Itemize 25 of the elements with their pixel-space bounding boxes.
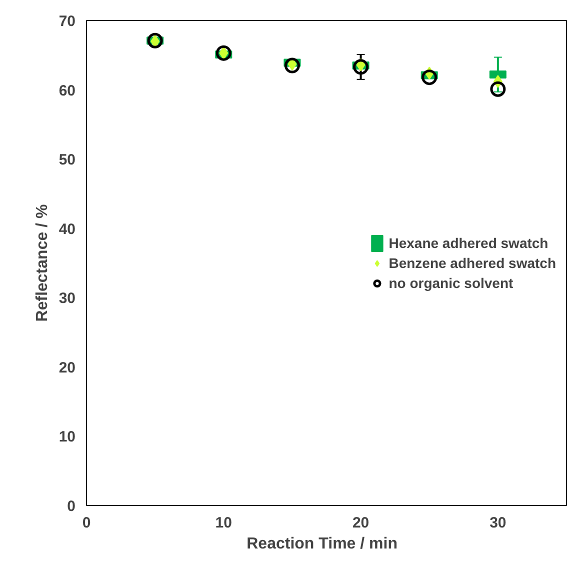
legend-label: Benzene adhered swatch [388,254,556,270]
point [216,45,232,61]
point [353,59,369,75]
point [150,34,160,48]
x-tick-label: 20 [352,514,370,532]
x-tick-label: 0 [82,514,91,532]
point [422,70,438,86]
x-axis-title: Reaction Time / min [246,536,398,552]
y-axis-title: Reflectance / % [34,204,51,322]
y-tick-label: 10 [58,428,76,446]
legend-label: no organic solvent [388,274,514,290]
legend-label: Hexane adhered swatch [388,234,548,250]
y-tick-label: 40 [58,220,76,238]
point [490,81,506,97]
point [219,46,228,60]
y-tick-label: 0 [67,498,76,515]
point [284,58,300,74]
y-tick-label: 60 [58,82,76,100]
y-tick-label: 50 [58,152,76,169]
x-tick-label: 10 [215,514,232,532]
x-tick-label: 30 [490,514,506,532]
y-tick-label: 30 [58,290,76,308]
point [147,32,163,48]
y-tick-label: 70 [58,13,76,30]
y-tick-label: 20 [58,359,76,376]
